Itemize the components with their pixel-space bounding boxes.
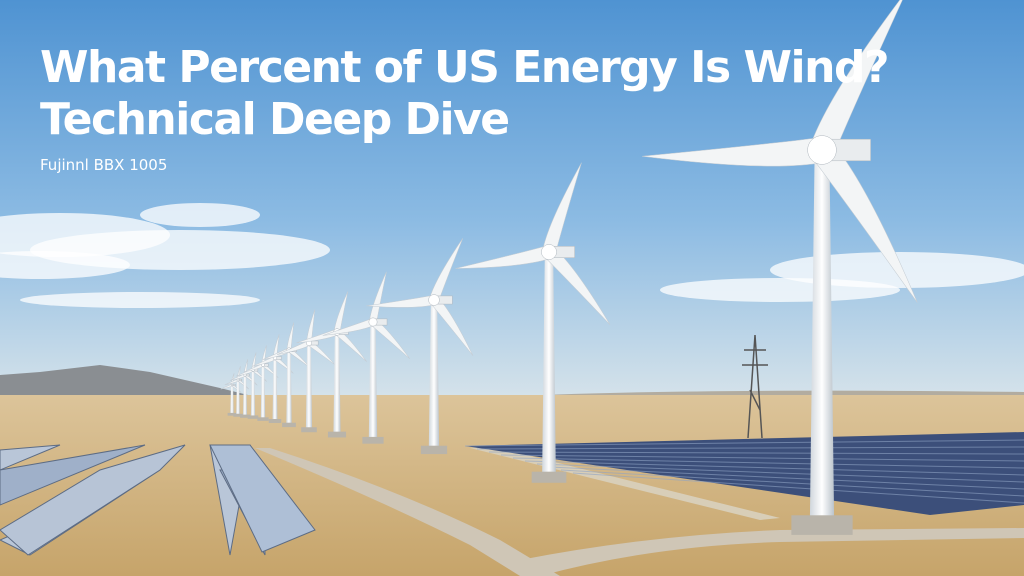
title-line: Technical Deep Dive — [40, 94, 509, 145]
title-line: What Percent of US Energy Is Wind? — [40, 42, 888, 93]
blade — [220, 383, 233, 390]
blade — [455, 245, 551, 269]
turbine-tower — [272, 358, 278, 422]
blade — [370, 319, 410, 359]
hub — [428, 294, 440, 306]
turbine-base — [362, 436, 384, 444]
blade — [810, 0, 907, 157]
blade — [333, 291, 349, 334]
turbine-tower — [305, 343, 313, 431]
turbine-tower — [809, 150, 835, 530]
solar-row — [548, 466, 1024, 490]
turbine-tower — [236, 380, 240, 416]
turbine-base — [240, 414, 250, 418]
turbine-tower — [428, 300, 440, 452]
turbine-base — [268, 419, 282, 423]
turbine-base — [791, 515, 853, 535]
cloud — [660, 278, 900, 302]
turbine-tower — [333, 332, 341, 436]
turbine-tower — [542, 252, 556, 480]
turbine-base — [531, 471, 567, 483]
solar-row — [488, 451, 1024, 455]
cloud — [140, 203, 260, 227]
cloud — [20, 292, 260, 308]
blade — [543, 247, 611, 325]
solar-row — [536, 463, 1024, 483]
solar-row — [500, 454, 1024, 462]
turbine-base — [233, 413, 243, 417]
turbine-tower — [250, 370, 256, 418]
solar-panel — [209, 444, 316, 553]
hub — [807, 135, 837, 165]
blade — [542, 162, 582, 255]
solar-row — [572, 472, 1024, 504]
turbine-base — [301, 427, 317, 433]
blade — [810, 142, 918, 303]
blade — [366, 294, 435, 308]
turbine-base — [257, 417, 269, 421]
road — [520, 528, 1024, 576]
blade — [322, 318, 375, 336]
blade — [429, 238, 463, 303]
rotor — [642, 0, 918, 303]
hub — [236, 378, 240, 382]
turbine-base — [327, 431, 347, 438]
blade — [286, 322, 295, 351]
hub — [541, 244, 557, 260]
blade — [276, 340, 311, 355]
turbine-base — [420, 445, 448, 455]
solar-row — [476, 446, 1024, 450]
hill — [0, 365, 260, 402]
rotor — [276, 309, 336, 366]
turbine-tower — [243, 375, 247, 417]
solar-panel — [0, 444, 61, 471]
cloud — [0, 251, 130, 279]
solar-row — [524, 460, 1024, 476]
turbine-base — [247, 415, 259, 419]
subtitle: Fujinnl BBX 1005 — [40, 156, 167, 174]
solar-row — [512, 457, 1024, 469]
blade — [262, 347, 290, 360]
solar-panel — [0, 444, 186, 556]
turbine-base — [282, 422, 296, 428]
rotor — [455, 162, 611, 325]
solar-panel — [0, 444, 146, 506]
rotor — [322, 271, 410, 359]
blade — [429, 296, 474, 356]
pylon — [742, 334, 768, 439]
turbine-tower — [260, 365, 266, 420]
road — [255, 448, 560, 576]
hub — [230, 383, 234, 387]
rotor — [366, 238, 474, 356]
turbine-tower — [286, 350, 292, 426]
hub — [368, 317, 378, 327]
solar-row — [464, 439, 1024, 447]
blade — [224, 378, 239, 386]
turbine-base — [227, 412, 237, 416]
turbine-tower — [230, 385, 234, 415]
turbine-tower — [368, 322, 378, 442]
solar-row — [560, 469, 1024, 497]
blade — [296, 328, 339, 344]
blade — [369, 271, 387, 324]
blade — [642, 137, 823, 167]
